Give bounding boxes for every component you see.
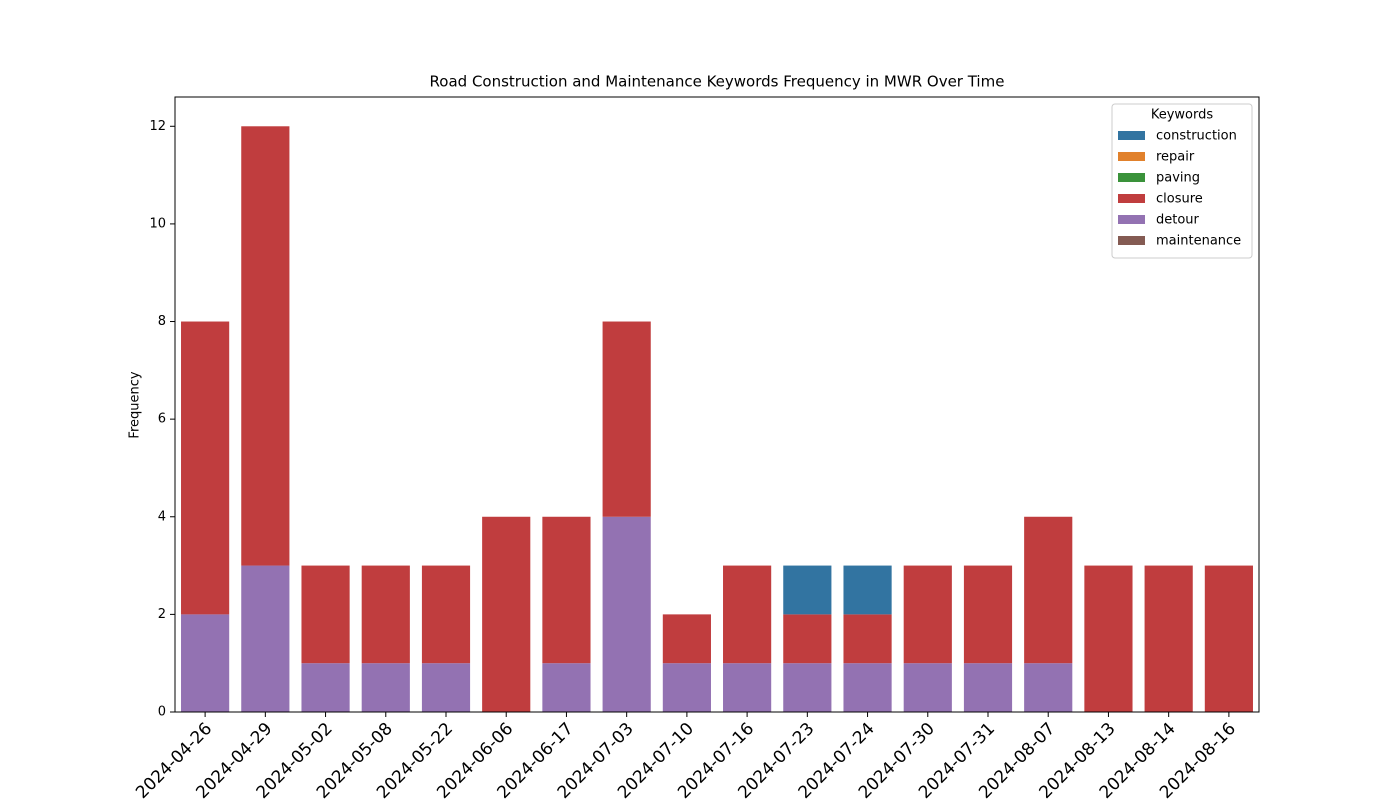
- y-tick-label: 2: [158, 607, 166, 622]
- bar-segment: [783, 663, 832, 712]
- legend-label: paving: [1156, 171, 1200, 186]
- legend-swatch: [1118, 194, 1145, 203]
- bar-segment: [301, 565, 350, 664]
- bar-segment: [1084, 565, 1133, 712]
- bar-segment: [361, 565, 410, 664]
- bar-segment: [421, 663, 471, 712]
- legend-label: construction: [1156, 129, 1237, 144]
- bar-segment: [843, 565, 892, 615]
- legend-swatch: [1118, 236, 1145, 245]
- legend-swatch: [1118, 152, 1145, 161]
- bar-segment: [723, 663, 772, 712]
- legend-title: Keywords: [1151, 108, 1214, 123]
- bar-segment: [602, 321, 651, 517]
- bar-segment: [542, 663, 591, 712]
- bar-segment: [843, 663, 892, 712]
- legend-label: closure: [1156, 192, 1203, 207]
- bar-segment: [482, 516, 531, 712]
- legend-label: detour: [1156, 213, 1200, 228]
- y-tick-label: 8: [158, 314, 166, 329]
- bar-segment: [602, 516, 651, 712]
- bar-segment: [1024, 663, 1073, 712]
- bar-segment: [181, 321, 230, 615]
- bar-segment: [783, 565, 832, 615]
- bar-segment: [361, 663, 410, 712]
- y-axis-label: Frequency: [128, 371, 143, 438]
- y-tick-label: 10: [149, 216, 166, 231]
- plot-frame: [174, 96, 1260, 713]
- bar-segment: [783, 614, 832, 664]
- bar-segment: [1024, 516, 1073, 664]
- y-tick-label: 6: [158, 412, 166, 427]
- bar-segment: [181, 614, 230, 712]
- bar-segment: [662, 614, 711, 664]
- bar-segment: [1144, 565, 1193, 712]
- legend-swatch: [1118, 215, 1145, 224]
- y-tick-label: 4: [158, 509, 166, 524]
- bar-segment: [723, 565, 772, 664]
- bar-segment: [241, 565, 290, 712]
- bar-segment: [963, 663, 1013, 712]
- legend-swatch: [1118, 131, 1145, 140]
- bar-segment: [421, 565, 471, 664]
- bar-segment: [963, 565, 1013, 664]
- chart-title: Road Construction and Maintenance Keywor…: [430, 73, 1005, 91]
- legend-label: repair: [1156, 150, 1195, 165]
- bar-segment: [662, 663, 711, 712]
- legend-box: [1111, 103, 1253, 259]
- bar-segment: [843, 614, 892, 664]
- bar-segment: [542, 516, 591, 664]
- bar-segment: [301, 663, 350, 712]
- y-tick-label: 0: [158, 705, 166, 720]
- bar-segment: [903, 663, 952, 712]
- y-tick-label: 12: [149, 119, 166, 134]
- legend-label: maintenance: [1156, 234, 1241, 249]
- legend-swatch: [1118, 173, 1145, 182]
- bar-segment: [1204, 565, 1253, 712]
- bar-segment: [241, 126, 290, 566]
- bar-segment: [903, 565, 952, 664]
